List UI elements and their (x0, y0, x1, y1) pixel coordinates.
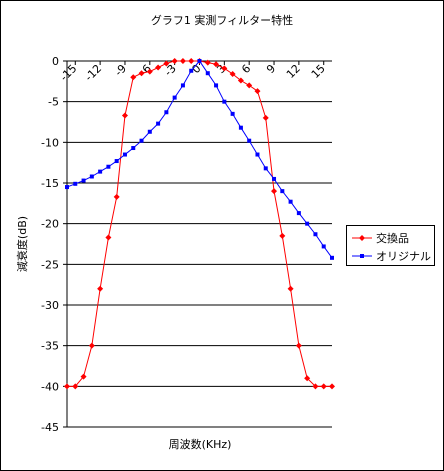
data-point (97, 285, 104, 292)
data-point (81, 178, 86, 183)
data-point (279, 232, 286, 239)
data-point (179, 58, 186, 64)
data-point (205, 71, 210, 76)
data-point (246, 82, 253, 89)
data-point (330, 255, 334, 260)
data-point (204, 59, 211, 66)
data-point (222, 99, 227, 104)
data-point (262, 114, 269, 121)
data-point (229, 71, 236, 78)
x-axis-label: 周波数(KHz) (169, 438, 232, 451)
data-point (287, 285, 294, 292)
y-tick-label: -45 (41, 421, 59, 434)
data-point (255, 152, 260, 157)
data-point (122, 152, 127, 157)
data-point (113, 193, 120, 200)
data-point (180, 83, 185, 88)
legend-marker (360, 254, 364, 258)
data-point (156, 121, 161, 126)
data-point (214, 83, 219, 88)
data-point (237, 77, 244, 84)
data-point (80, 373, 87, 380)
data-point (105, 234, 112, 241)
data-point (164, 110, 169, 115)
data-point (172, 95, 177, 100)
data-point (280, 189, 285, 194)
data-point (171, 58, 178, 64)
y-tick-label: -5 (48, 96, 59, 109)
data-point (254, 88, 261, 95)
data-point (155, 64, 162, 71)
data-point (271, 188, 278, 195)
data-point (189, 68, 194, 73)
data-point (130, 74, 137, 81)
y-tick-label: -10 (41, 136, 59, 149)
y-tick-label: -20 (41, 218, 59, 231)
data-point (221, 65, 228, 72)
data-point (296, 211, 301, 216)
data-point (329, 383, 335, 390)
data-point (288, 199, 293, 204)
data-point (146, 68, 153, 75)
data-point (64, 383, 70, 390)
data-point (147, 129, 152, 134)
legend-marker (359, 235, 365, 241)
legend-label: 交換品 (376, 231, 409, 245)
data-point (121, 112, 128, 119)
data-point (213, 61, 220, 68)
data-point (263, 166, 268, 171)
data-point (114, 159, 119, 164)
y-tick-label: 0 (52, 55, 59, 68)
y-axis-label: 減衰度(dB) (15, 216, 29, 272)
data-point (305, 221, 310, 226)
data-point (88, 342, 95, 349)
data-point (131, 146, 136, 151)
data-point (139, 138, 144, 143)
data-point (295, 342, 302, 349)
legend-label: オリジナル (376, 250, 431, 263)
legend-box (346, 225, 435, 266)
data-point (304, 375, 311, 382)
data-point (247, 138, 252, 143)
data-point (230, 111, 235, 116)
y-tick-label: -30 (41, 299, 59, 312)
y-tick-label: -15 (41, 177, 59, 190)
data-point (313, 232, 318, 237)
data-point (98, 169, 103, 174)
chart-title: グラフ1 実測フィルター特性 (151, 13, 293, 27)
data-point (106, 164, 111, 169)
data-point (138, 70, 145, 77)
data-point (163, 60, 170, 67)
data-point (321, 244, 326, 249)
data-point (65, 185, 69, 190)
data-point (73, 181, 78, 186)
data-point (197, 59, 202, 63)
y-tick-label: -40 (41, 380, 59, 393)
data-point (188, 58, 195, 64)
data-point (272, 176, 277, 181)
data-point (89, 174, 94, 179)
y-tick-label: -35 (41, 340, 59, 353)
data-point (72, 383, 79, 390)
data-point (320, 383, 327, 390)
y-tick-label: -25 (41, 258, 59, 271)
data-point (312, 383, 319, 390)
data-point (238, 125, 243, 130)
